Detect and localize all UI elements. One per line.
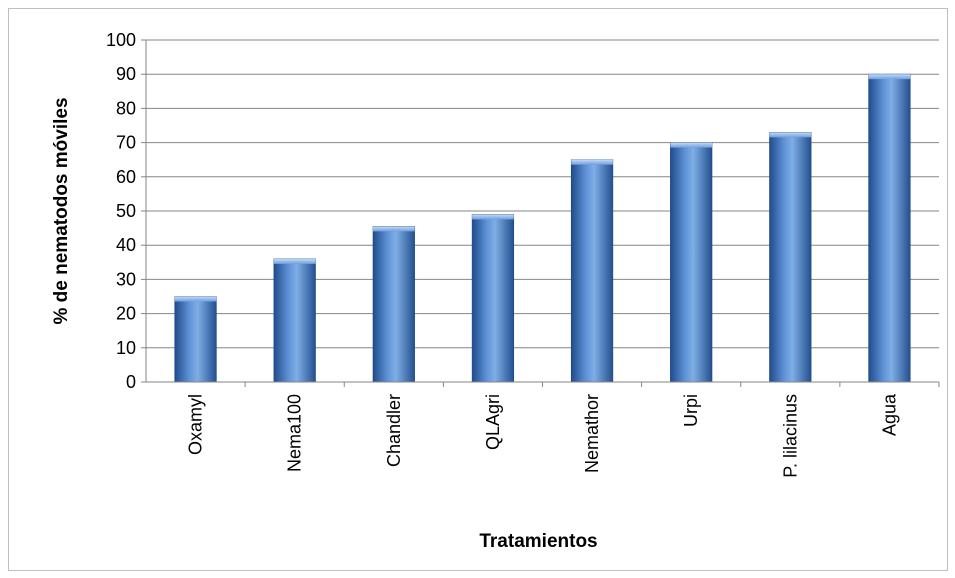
y-tick-label: 0 [126, 372, 136, 392]
bars [174, 73, 911, 383]
grid-lines [146, 39, 939, 349]
y-tick-label: 80 [116, 98, 136, 118]
bar-body [372, 226, 415, 383]
bar [471, 214, 515, 383]
bar-highlight [472, 214, 514, 220]
bar [372, 226, 415, 383]
bar-highlight [670, 142, 713, 148]
bar-body [868, 73, 911, 383]
x-tick-label: QLAgri [483, 394, 503, 450]
axes [141, 39, 940, 387]
bar [570, 159, 614, 383]
x-tick-label: Urpi [681, 394, 701, 427]
y-tick-labels: 0 10 20 30 40 50 60 70 80 90 100 [106, 30, 136, 392]
x-tick-label: Nema100 [285, 394, 305, 472]
bar-highlight [769, 132, 812, 138]
bar-body [570, 159, 614, 383]
bar [769, 132, 812, 383]
y-tick-label: 10 [116, 338, 136, 358]
bar-body [471, 214, 515, 383]
x-tick-label: Nemathor [582, 394, 602, 473]
y-tick-label: 60 [116, 167, 136, 187]
chart-frame: 0 10 20 30 40 50 60 70 80 90 100 Oxamyl Nema100 Chan… [8, 8, 948, 571]
bar [670, 142, 713, 383]
y-tick-label: 50 [116, 201, 136, 221]
x-tick-label: Agua [879, 393, 899, 436]
bar [174, 296, 217, 383]
bar-highlight [174, 296, 217, 302]
y-tick-label: 40 [116, 235, 136, 255]
bar-highlight [273, 258, 316, 264]
bar-highlight [372, 226, 415, 232]
y-axis-title: % de nematodos móviles [51, 97, 72, 324]
x-tick-labels: Oxamyl Nema100 Chandler QLAgri Nemathor Urpi P… [186, 393, 900, 478]
y-tick-label: 70 [116, 133, 136, 153]
bar-body [174, 296, 217, 383]
x-axis-title: Tratamientos [479, 531, 597, 552]
y-tick-label: 100 [106, 30, 136, 50]
bar-body [670, 142, 713, 383]
x-tick-label: Chandler [384, 394, 404, 467]
y-tick-label: 20 [116, 304, 136, 324]
bar [273, 258, 316, 383]
bar-body [273, 258, 316, 383]
bar-highlight [571, 159, 613, 165]
bar-chart: 0 10 20 30 40 50 60 70 80 90 100 Oxamyl Nema100 Chan… [51, 30, 940, 552]
bar [868, 73, 911, 383]
bar-highlight [868, 74, 911, 80]
x-tick-label: P. lilacinus [780, 394, 800, 478]
bar-body [769, 132, 812, 383]
y-tick-label: 30 [116, 269, 136, 289]
x-tick-label: Oxamyl [186, 394, 206, 455]
y-tick-label: 90 [116, 64, 136, 84]
